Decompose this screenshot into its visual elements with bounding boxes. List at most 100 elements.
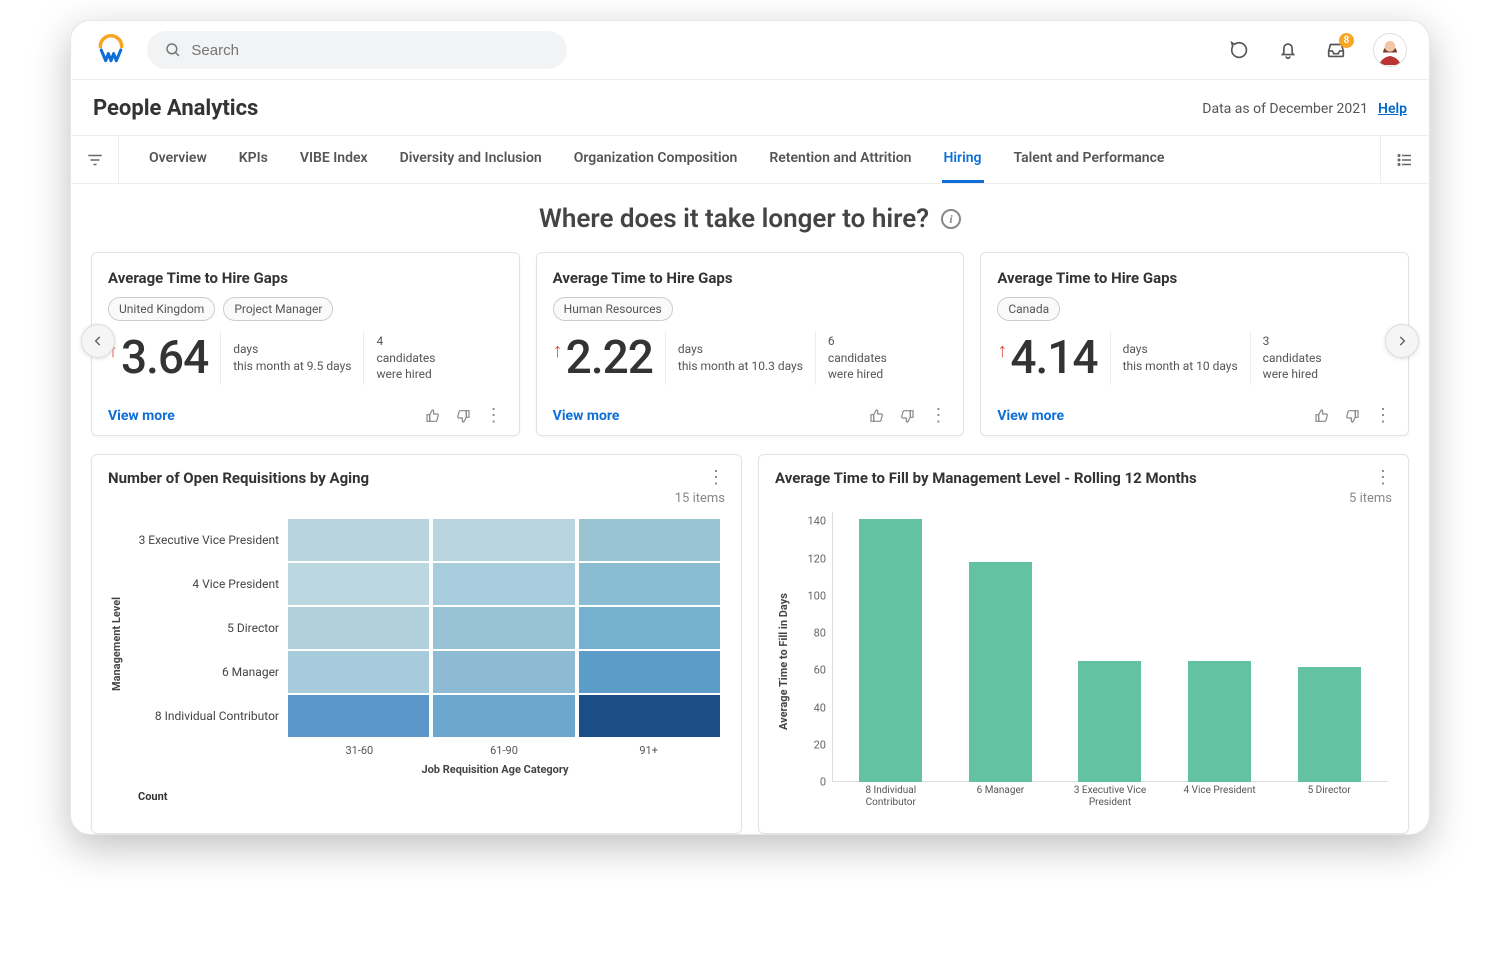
bar-x-label: 3 Executive Vice President [1059,785,1161,812]
thumbs-up-icon[interactable] [1314,408,1330,424]
card-secondary: 6 candidates were hired [815,331,905,385]
barchart-ytick: 60 [814,664,826,677]
heatmap-cell[interactable] [432,694,575,738]
barchart-ytick: 20 [814,738,826,751]
view-more-link[interactable]: View more [553,408,620,424]
chip[interactable]: Human Resources [553,297,673,321]
card-metric-value: ↑4.14 [997,331,1097,385]
card-context: days this month at 10.3 days [665,331,803,385]
barchart-menu-icon[interactable]: ⋮ [1374,469,1392,487]
bar[interactable] [1298,667,1361,782]
barchart-card: Average Time to Fill by Management Level… [758,454,1409,834]
tab-retention-and-attrition[interactable]: Retention and Attrition [767,136,913,183]
heatmap-cell[interactable] [432,606,575,650]
tab-kpis[interactable]: KPIs [237,136,270,183]
info-icon[interactable]: i [941,209,961,229]
heatmap-legend-title: Count [138,790,725,803]
chip[interactable]: United Kingdom [108,297,215,321]
tabs-row: Overview KPIs VIBE Index Diversity and Incl… [71,136,1429,184]
bar-column [1059,512,1161,782]
card-menu-icon[interactable]: ⋮ [1374,407,1392,425]
view-more-link[interactable]: View more [108,408,175,424]
bar[interactable] [1188,661,1251,782]
card-title: Average Time to Hire Gaps [108,269,503,287]
thumbs-up-icon[interactable] [869,408,885,424]
tab-hiring[interactable]: Hiring [942,136,984,183]
bar[interactable] [969,562,1032,782]
bar-column [950,512,1052,782]
list-view-icon[interactable] [1381,151,1429,169]
search-input[interactable] [191,42,551,59]
kpi-card: Average Time to Hire Gaps United Kingdom… [91,252,520,436]
barchart-ytick: 140 [807,515,826,528]
top-bar: 8 [71,21,1429,80]
heatmap-row-label: 6 Manager [129,665,287,679]
heatmap-cell[interactable] [287,694,430,738]
heatmap-col-label: 31-60 [287,744,432,757]
tab-organization-composition[interactable]: Organization Composition [572,136,740,183]
card-title: Average Time to Hire Gaps [553,269,948,287]
bell-icon[interactable] [1277,39,1299,61]
search-box[interactable] [147,31,567,69]
tab-vibe-index[interactable]: VIBE Index [298,136,370,183]
heatmap-col-label: 91+ [576,744,721,757]
heatmap-menu-icon[interactable]: ⋮ [707,469,725,487]
card-title: Average Time to Hire Gaps [997,269,1392,287]
scroll-right-button[interactable] [1385,324,1419,358]
barchart-ytick: 0 [820,776,826,789]
heatmap-cell[interactable] [578,518,721,562]
barchart-items-count: 5 items [1349,491,1392,506]
heatmap-cell[interactable] [578,694,721,738]
section-title-text: Where does it take longer to hire? [539,204,929,234]
tab-overview[interactable]: Overview [147,136,209,183]
heatmap-cell[interactable] [287,606,430,650]
card-menu-icon[interactable]: ⋮ [485,407,503,425]
heatmap-cell[interactable] [578,650,721,694]
card-metric-value: ↑3.64 [108,331,208,385]
thumbs-down-icon[interactable] [1344,408,1360,424]
barchart-ytick: 100 [807,589,826,602]
thumbs-up-icon[interactable] [425,408,441,424]
view-more-link[interactable]: View more [997,408,1064,424]
app-logo[interactable] [93,32,129,68]
card-chips: United Kingdom Project Manager [108,297,503,321]
scroll-left-button[interactable] [81,324,115,358]
page-title: People Analytics [93,96,258,121]
avatar[interactable] [1373,33,1407,67]
chat-icon[interactable] [1229,39,1251,61]
tab-talent-and-performance[interactable]: Talent and Performance [1012,136,1167,183]
heatmap-cell[interactable] [432,650,575,694]
heatmap-items-count: 15 items [675,491,725,506]
card-secondary: 3 candidates were hired [1250,331,1340,385]
heatmap-cell[interactable] [287,650,430,694]
heatmap-cell[interactable] [578,606,721,650]
heatmap-cell[interactable] [432,518,575,562]
kpi-card: Average Time to Hire Gaps Human Resource… [536,252,965,436]
filter-icon[interactable] [71,136,119,183]
heatmap-row: 5 Director [129,606,721,650]
search-icon [163,39,183,61]
heatmap-row-label: 4 Vice President [129,577,287,591]
bar[interactable] [859,519,922,782]
card-context: days this month at 9.5 days [220,331,351,385]
heatmap-row-label: 3 Executive Vice President [129,533,287,547]
bar[interactable] [1078,661,1141,782]
heatmap-cell[interactable] [578,562,721,606]
chip[interactable]: Canada [997,297,1060,321]
card-menu-icon[interactable]: ⋮ [929,407,947,425]
heatmap-row: 4 Vice President [129,562,721,606]
chip[interactable]: Project Manager [223,297,333,321]
thumbs-down-icon[interactable] [899,408,915,424]
tab-diversity-and-inclusion[interactable]: Diversity and Inclusion [398,136,544,183]
barchart-ytick: 120 [807,552,826,565]
help-link[interactable]: Help [1378,101,1407,117]
heatmap-cell[interactable] [287,518,430,562]
inbox-badge: 8 [1339,33,1354,48]
section-heading: Where does it take longer to hire? i [71,184,1429,252]
bar-x-label: 5 Director [1278,785,1380,812]
heatmap-row: 6 Manager [129,650,721,694]
thumbs-down-icon[interactable] [455,408,471,424]
heatmap-cell[interactable] [432,562,575,606]
heatmap-cell[interactable] [287,562,430,606]
inbox-icon[interactable]: 8 [1325,39,1347,61]
